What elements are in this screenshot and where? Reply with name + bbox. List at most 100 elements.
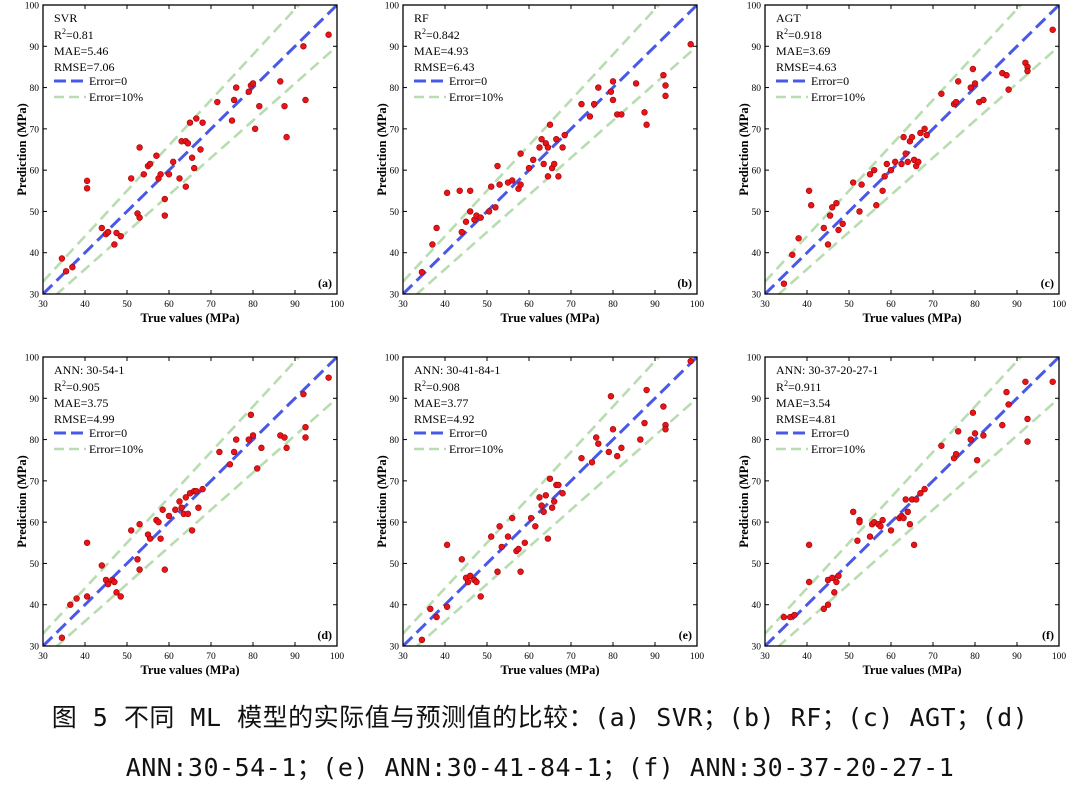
x-tick-label: 30 bbox=[760, 652, 770, 662]
x-tick-label: 60 bbox=[524, 300, 534, 310]
data-point bbox=[104, 228, 112, 236]
r2-metric: R2=0.908 bbox=[414, 379, 460, 394]
data-point bbox=[954, 428, 962, 435]
legend-error-0-label: Error=0 bbox=[89, 74, 127, 88]
x-tick-label: 70 bbox=[206, 300, 216, 310]
r2-value: =0.918 bbox=[788, 28, 822, 42]
data-point bbox=[477, 593, 484, 600]
data-point bbox=[540, 508, 547, 516]
model-name: ANN: 30-41-84-1 bbox=[414, 363, 500, 377]
data-point bbox=[302, 434, 309, 441]
error-0-line bbox=[43, 357, 337, 646]
data-point bbox=[883, 160, 890, 168]
error-10-lower-line bbox=[777, 397, 1059, 646]
error-0-line bbox=[403, 357, 697, 646]
x-tick-label: 70 bbox=[928, 652, 938, 662]
x-tick-label: 30 bbox=[398, 652, 408, 662]
error-10-upper-line bbox=[765, 5, 1023, 283]
y-tick-label: 90 bbox=[30, 43, 40, 53]
data-point bbox=[595, 440, 602, 447]
data-point bbox=[791, 611, 798, 619]
y-tick-label: 50 bbox=[752, 560, 762, 570]
r2-superscript: 2 bbox=[784, 379, 788, 388]
r2-value: =0.911 bbox=[788, 380, 821, 394]
y-tick-label: 30 bbox=[752, 643, 762, 653]
x-tick-label: 100 bbox=[1052, 300, 1067, 310]
x-tick-label: 90 bbox=[290, 652, 300, 662]
data-point bbox=[302, 96, 309, 104]
error-10-upper-line bbox=[43, 357, 301, 635]
error-10-upper-line bbox=[765, 357, 1023, 635]
data-point bbox=[904, 508, 911, 516]
data-point bbox=[805, 187, 813, 194]
y-tick-label: 90 bbox=[390, 395, 400, 405]
data-point bbox=[1049, 378, 1056, 385]
plot-frame bbox=[402, 4, 698, 295]
data-point bbox=[193, 115, 200, 122]
data-point bbox=[182, 183, 190, 190]
data-point bbox=[954, 78, 962, 85]
data-point bbox=[83, 539, 91, 546]
data-point bbox=[605, 448, 612, 456]
data-point bbox=[517, 181, 524, 188]
x-tick-label: 80 bbox=[970, 652, 980, 662]
y-tick-label: 100 bbox=[747, 354, 762, 364]
data-point bbox=[134, 556, 141, 563]
data-point bbox=[967, 436, 974, 443]
x-tick-label: 40 bbox=[440, 652, 450, 662]
x-tick-label: 70 bbox=[566, 652, 576, 662]
data-point bbox=[184, 510, 192, 518]
data-point bbox=[504, 533, 512, 540]
data-point bbox=[592, 434, 600, 441]
data-point bbox=[199, 119, 206, 126]
plot-area bbox=[765, 5, 1059, 294]
y-tick-label: 30 bbox=[390, 291, 400, 301]
y-tick-label: 80 bbox=[30, 84, 40, 94]
error-10-upper-line bbox=[403, 357, 661, 635]
data-point bbox=[485, 208, 493, 215]
data-point bbox=[178, 504, 185, 511]
y-tick-label: 40 bbox=[390, 249, 400, 259]
data-point bbox=[254, 465, 261, 472]
mae-metric: MAE=3.54 bbox=[776, 396, 830, 410]
data-point bbox=[898, 160, 905, 168]
data-point bbox=[971, 80, 979, 87]
data-point bbox=[492, 204, 499, 211]
r2-value: =0.905 bbox=[66, 380, 100, 394]
data-point bbox=[467, 187, 474, 194]
legend-error-10-label: Error=10% bbox=[89, 90, 143, 104]
x-tick-label: 90 bbox=[1012, 652, 1022, 662]
y-tick-label: 60 bbox=[390, 167, 400, 177]
data-point bbox=[83, 593, 91, 600]
x-tick-label: 40 bbox=[440, 300, 450, 310]
data-point bbox=[216, 448, 223, 456]
x-tick-label: 30 bbox=[38, 652, 48, 662]
y-tick-label: 40 bbox=[30, 249, 40, 259]
data-point bbox=[458, 228, 465, 236]
data-point bbox=[477, 214, 484, 221]
x-tick-label: 70 bbox=[206, 652, 216, 662]
legend-error-10-label: Error=10% bbox=[811, 90, 865, 104]
data-point bbox=[1005, 401, 1012, 408]
data-point bbox=[590, 100, 598, 108]
y-tick-label: 70 bbox=[30, 477, 40, 487]
r2-value: =0.81 bbox=[66, 28, 94, 42]
y-tick-label: 70 bbox=[390, 125, 400, 135]
y-tick-label: 100 bbox=[385, 2, 400, 12]
data-point bbox=[618, 111, 625, 118]
data-point bbox=[83, 177, 91, 185]
y-tick-label: 100 bbox=[25, 354, 40, 364]
data-point bbox=[662, 426, 669, 433]
data-point bbox=[496, 181, 503, 188]
data-point bbox=[835, 572, 842, 580]
data-point bbox=[1024, 67, 1031, 75]
r2-superscript: 2 bbox=[62, 379, 66, 388]
panel-label: (e) bbox=[679, 628, 692, 642]
data-point bbox=[826, 212, 834, 219]
x-axis-title: True values (MPa) bbox=[862, 663, 961, 677]
data-point bbox=[807, 202, 815, 209]
y-axis-title: Prediction (MPa) bbox=[15, 455, 29, 547]
data-point bbox=[879, 187, 886, 194]
